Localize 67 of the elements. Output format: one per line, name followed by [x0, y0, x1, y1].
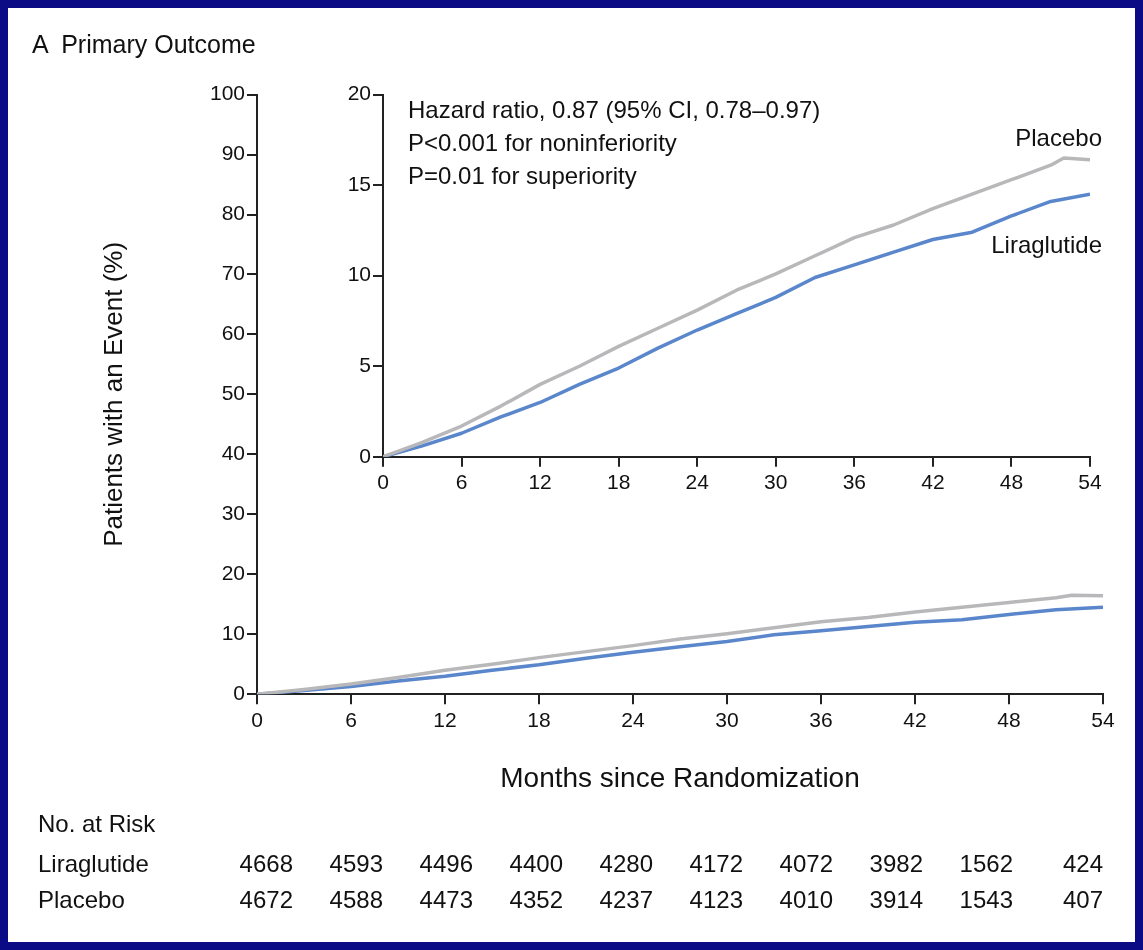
x-tick-label: 24 [621, 707, 645, 731]
y-tick-label: 100 [209, 81, 245, 105]
x-tick-label: 30 [715, 707, 739, 731]
x-tick-label: 12 [433, 707, 457, 731]
text: 4496 [418, 850, 473, 878]
annotation: Hazard ratio, 0.87 (95% CI, 0.78–0.97) [408, 96, 821, 124]
y-tick-label: 80 [221, 201, 245, 225]
text: 3914 [868, 886, 923, 914]
x-tick-label: 24 [685, 470, 710, 494]
text: 1562 [958, 850, 1013, 878]
x-tick-label: 12 [528, 470, 552, 494]
y-tick-label: 20 [347, 81, 371, 105]
x-tick-label: 42 [903, 707, 927, 731]
text: 4280 [598, 850, 653, 878]
y-tick-label: 10 [221, 621, 245, 645]
text: 4668 [238, 850, 293, 878]
y-tick-label: 70 [221, 261, 245, 285]
text: 4588 [328, 886, 383, 914]
text: 4473 [418, 886, 473, 914]
text: Liraglutide [38, 850, 150, 878]
text: 3982 [868, 850, 923, 878]
x-tick-label: 30 [764, 470, 788, 494]
chart-title: A Primary Outcome [32, 30, 256, 59]
text: 4672 [238, 886, 293, 914]
y-tick-label: 90 [221, 141, 245, 165]
text: 4010 [778, 886, 833, 914]
text: 407 [1061, 886, 1103, 914]
text: 4237 [598, 886, 653, 914]
x-tick-label: 36 [809, 707, 833, 731]
text: 4593 [328, 850, 383, 878]
x-tick-label: 42 [921, 470, 945, 494]
x-axis-title: Months since Randomization [500, 761, 860, 793]
x-tick-label: 48 [999, 470, 1024, 494]
x-tick-label: 54 [1091, 707, 1115, 731]
x-tick-label: 18 [527, 707, 551, 731]
y-tick-label: 50 [221, 381, 245, 405]
y-axis-title: Patients with an Event (%) [97, 241, 128, 547]
y-tick-label: 10 [347, 262, 371, 286]
x-tick-label: 36 [842, 470, 867, 494]
x-tick-label: 6 [455, 470, 468, 494]
text: 4352 [508, 886, 563, 914]
x-tick-label: 0 [251, 707, 263, 731]
y-tick-label: 5 [359, 353, 371, 377]
text: Placebo [38, 886, 126, 914]
text: 424 [1061, 850, 1103, 878]
annotation: P<0.001 for noninferiority [408, 129, 677, 157]
x-tick-label: 18 [606, 470, 631, 494]
series-label: Liraglutide [991, 230, 1102, 258]
text: 4172 [688, 850, 743, 878]
y-tick-label: 15 [347, 171, 371, 195]
text: 4123 [688, 886, 743, 914]
text: 4072 [778, 850, 833, 878]
y-tick-label: 30 [221, 501, 245, 525]
annotation: P=0.01 for superiority [408, 162, 637, 190]
y-tick-label: 0 [233, 681, 245, 704]
y-tick-label: 20 [221, 561, 245, 585]
y-tick-label: 40 [221, 441, 245, 465]
x-tick-label: 54 [1078, 470, 1102, 494]
x-tick-label: 48 [997, 707, 1021, 731]
series-label: Placebo [1015, 124, 1102, 152]
y-tick-label: 60 [221, 321, 245, 345]
text: No. at Risk [38, 810, 157, 838]
text: 1543 [958, 886, 1013, 914]
x-tick-label: 6 [345, 707, 357, 731]
y-tick-label: 0 [359, 443, 371, 467]
x-tick-label: 0 [377, 470, 389, 494]
text: 4400 [508, 850, 563, 878]
